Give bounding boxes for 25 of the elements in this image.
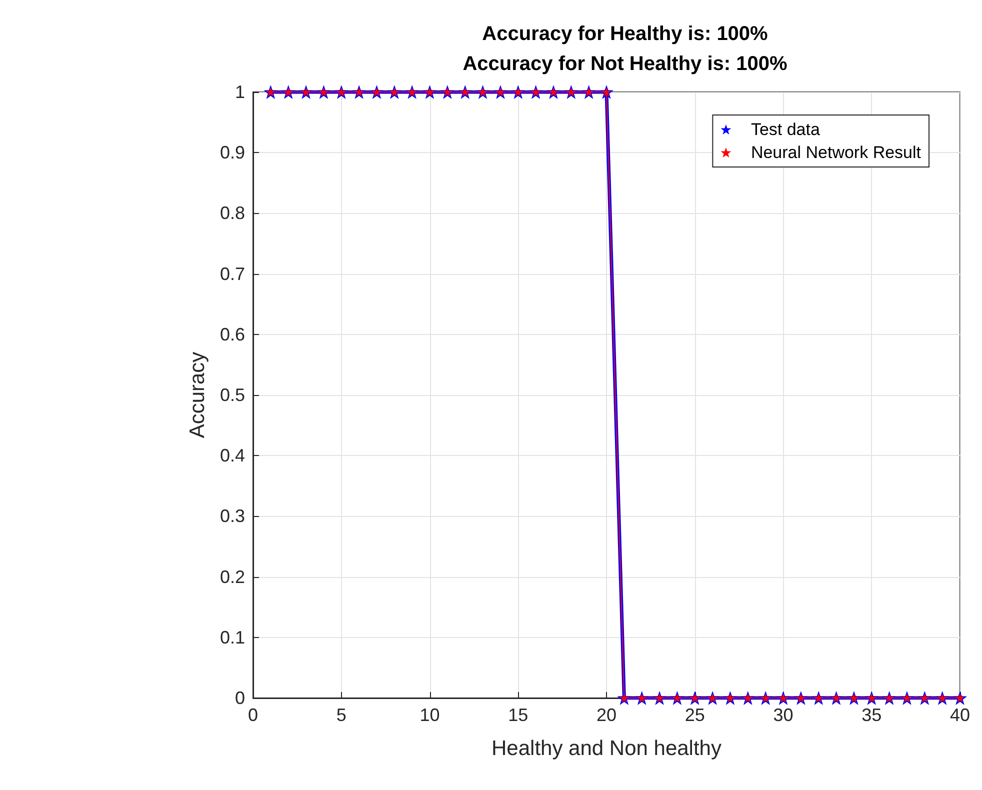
legend-label: Test data bbox=[750, 120, 820, 139]
y-tick-label: 0.5 bbox=[220, 385, 245, 405]
y-tick-label: 0.2 bbox=[220, 566, 245, 587]
y-tick-label: 0 bbox=[234, 688, 245, 708]
x-tick-label: 30 bbox=[773, 705, 794, 725]
legend-label: Neural Network Result bbox=[750, 143, 922, 162]
chart-title: Accuracy for Healthy is: 100% Accuracy for Not Healthy is: 100% bbox=[462, 23, 788, 75]
x-tick-label: 20 bbox=[596, 705, 617, 725]
x-axis-title: Healthy and Non healthy bbox=[492, 737, 722, 760]
y-tick-label: 0.8 bbox=[220, 203, 245, 224]
x-tick-label: 25 bbox=[684, 705, 705, 725]
y-tick-label: 0.9 bbox=[220, 142, 245, 163]
x-tick-label: 0 bbox=[248, 705, 258, 725]
x-tick-label: 40 bbox=[950, 705, 970, 725]
x-tick-label: 5 bbox=[336, 705, 346, 725]
y-tick-label: 0.4 bbox=[220, 446, 245, 466]
y-tick-label: 0.3 bbox=[220, 506, 245, 526]
y-tick-label: 0.7 bbox=[220, 264, 245, 284]
x-tick-label: 15 bbox=[508, 705, 528, 725]
y-tick-label: 0.1 bbox=[220, 627, 245, 648]
y-tick-label: 1 bbox=[234, 82, 245, 102]
y-axis-title: Accuracy bbox=[186, 351, 209, 438]
y-tick-label: 0.6 bbox=[220, 324, 245, 344]
x-tick-label: 10 bbox=[420, 705, 440, 725]
x-tick-label: 35 bbox=[862, 705, 882, 725]
